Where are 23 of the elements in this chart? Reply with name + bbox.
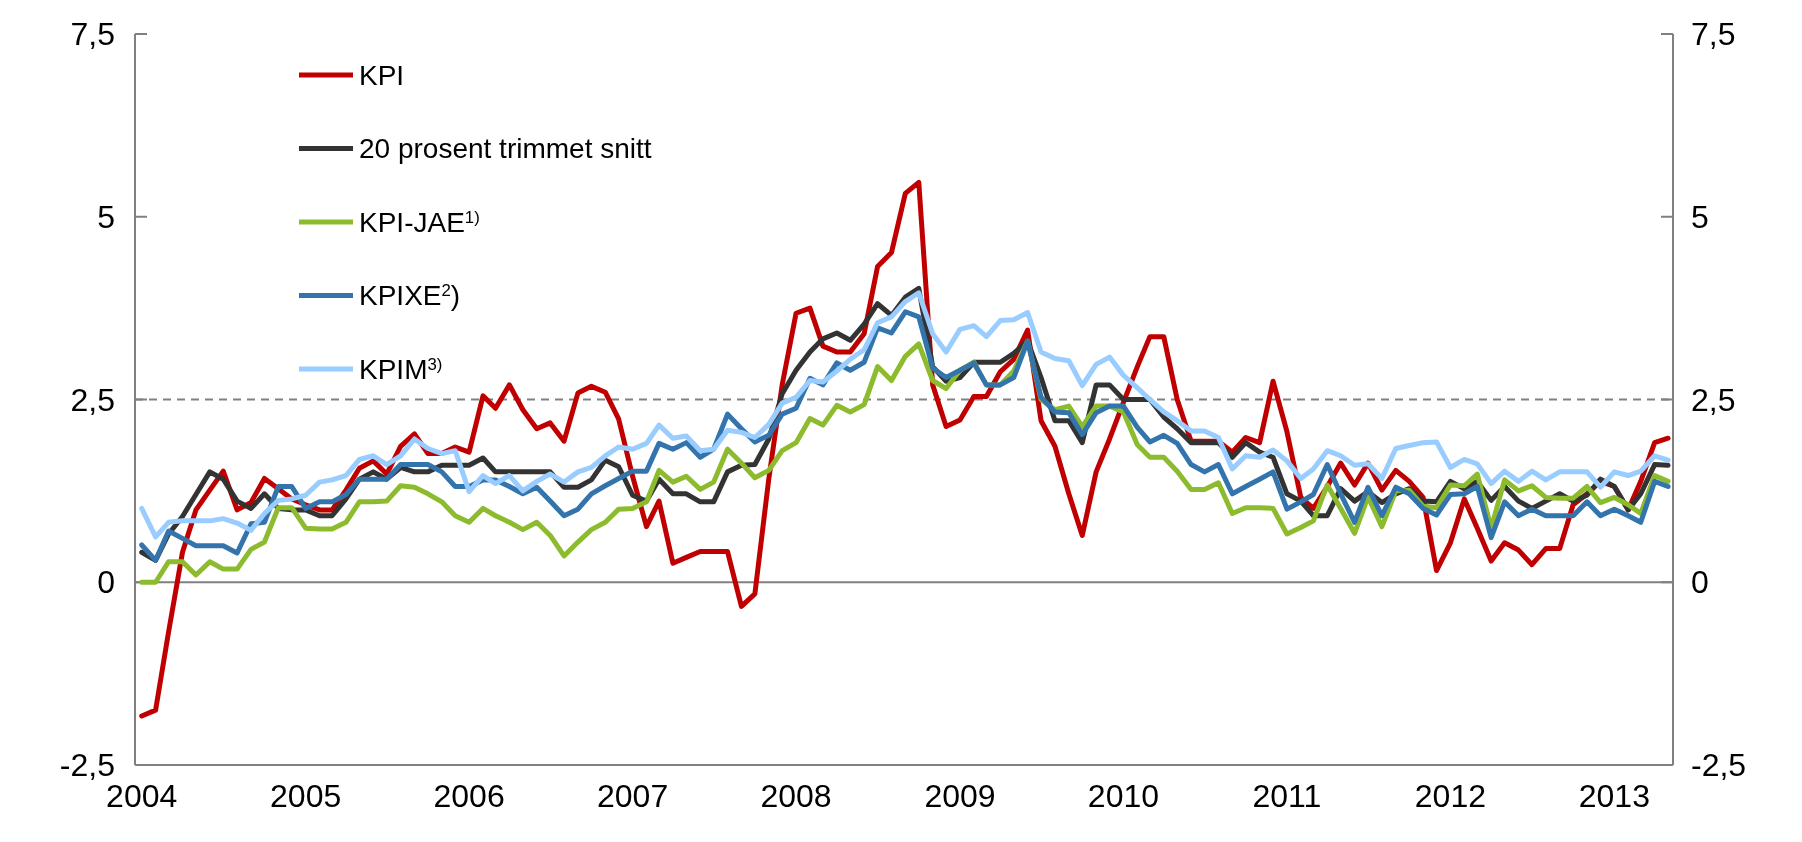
x-tick-label: 2012 <box>1414 778 1486 814</box>
legend-label: KPIXE$^{2}$) <box>359 280 461 312</box>
x-tick-label: 2005 <box>270 778 342 814</box>
y-tick-label: 7,5 <box>70 16 115 53</box>
x-tick-label: 2007 <box>596 778 669 814</box>
y2-tick-label: -2,5 <box>1691 747 1747 784</box>
legend-label: KPIM$^{3)}$ <box>359 353 443 385</box>
legend-label: 20 prosent trimmet snitt <box>359 133 652 165</box>
x-tick-label: 2009 <box>924 778 996 814</box>
x-tick-label: 2013 <box>1578 778 1650 814</box>
x-tick-label: 2010 <box>1087 778 1160 814</box>
y-tick-label: 2,5 <box>70 381 115 418</box>
x-tick-label: 2006 <box>433 778 505 814</box>
y2-tick-label: 0 <box>1691 564 1709 601</box>
y2-tick-label: 2,5 <box>1691 381 1736 418</box>
x-tick-label: 2011 <box>1252 778 1322 814</box>
y2-tick-label: 5 <box>1691 198 1709 235</box>
legend-label: KPI-JAE$^{1)}$ <box>359 206 480 238</box>
x-tick-label: 2008 <box>760 778 832 814</box>
legend-label: KPI <box>359 59 405 91</box>
y-tick-label: 0 <box>97 564 115 601</box>
y-tick-label: 5 <box>97 198 115 235</box>
y2-tick-label: 7,5 <box>1691 16 1736 53</box>
